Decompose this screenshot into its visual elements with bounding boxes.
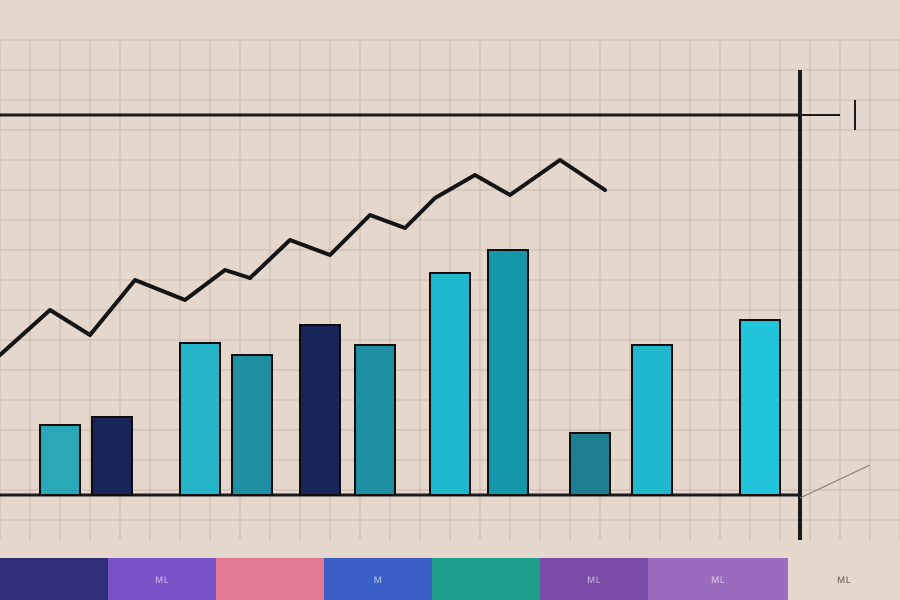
bar-2 bbox=[180, 343, 220, 495]
swatch-7: ᴍʟ bbox=[788, 558, 900, 600]
bar-4 bbox=[300, 325, 340, 495]
bar-1 bbox=[92, 417, 132, 495]
swatch-3: ᴍ bbox=[324, 558, 432, 600]
chart-canvas bbox=[0, 0, 900, 600]
swatch-1: ᴍʟ bbox=[108, 558, 216, 600]
bar-6 bbox=[430, 273, 470, 495]
swatch-5: ᴍʟ bbox=[540, 558, 648, 600]
bar-7 bbox=[488, 250, 528, 495]
bar-0 bbox=[40, 425, 80, 495]
bar-10 bbox=[740, 320, 780, 495]
bar-8 bbox=[570, 433, 610, 495]
chart-svg bbox=[0, 0, 900, 600]
swatch-2 bbox=[216, 558, 324, 600]
bar-9 bbox=[632, 345, 672, 495]
swatch-4 bbox=[432, 558, 540, 600]
swatch-strip: ᴍʟᴍᴍʟᴍʟᴍʟ bbox=[0, 558, 900, 600]
swatch-0 bbox=[0, 558, 108, 600]
bar-5 bbox=[355, 345, 395, 495]
bar-3 bbox=[232, 355, 272, 495]
swatch-6: ᴍʟ bbox=[648, 558, 788, 600]
